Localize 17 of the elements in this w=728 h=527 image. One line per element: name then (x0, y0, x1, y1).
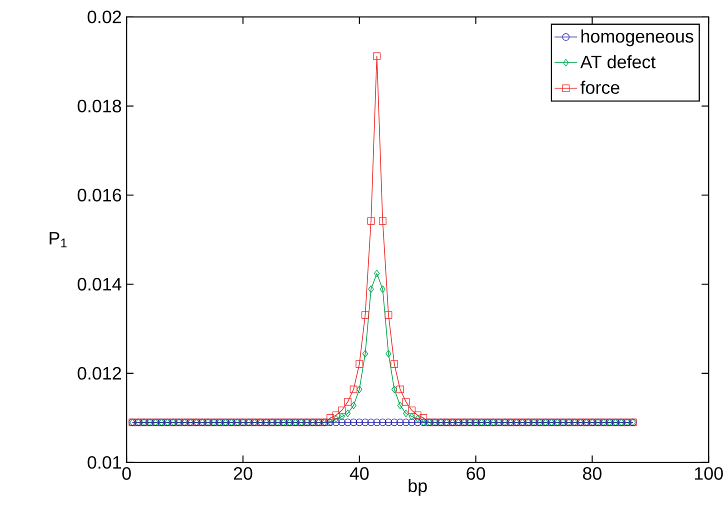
legend-label: homogeneous (582, 29, 694, 46)
y-tick-label: 0.012 (78, 366, 121, 380)
x-tick-label: 40 (350, 467, 369, 480)
y-tick-label: 0.02 (88, 10, 121, 24)
x-tick-label: 0 (122, 467, 131, 480)
x-tick-label: 20 (234, 467, 252, 480)
x-tick-label: 100 (695, 467, 723, 480)
legend-label: AT defect (580, 55, 656, 68)
y-tick-label: 0.014 (78, 278, 122, 290)
y-tick-label: 0.016 (78, 188, 122, 202)
y-tick-label: 0.01 (88, 456, 122, 469)
x-tick-label: 60 (466, 467, 486, 480)
x-tick-label: 80 (582, 467, 602, 480)
y-tick-label: 0.018 (78, 100, 122, 112)
y-axis-title: P$_{1}$ (50, 232, 67, 248)
legend-label: force (580, 80, 620, 94)
x-axis-title: bp (408, 478, 427, 496)
